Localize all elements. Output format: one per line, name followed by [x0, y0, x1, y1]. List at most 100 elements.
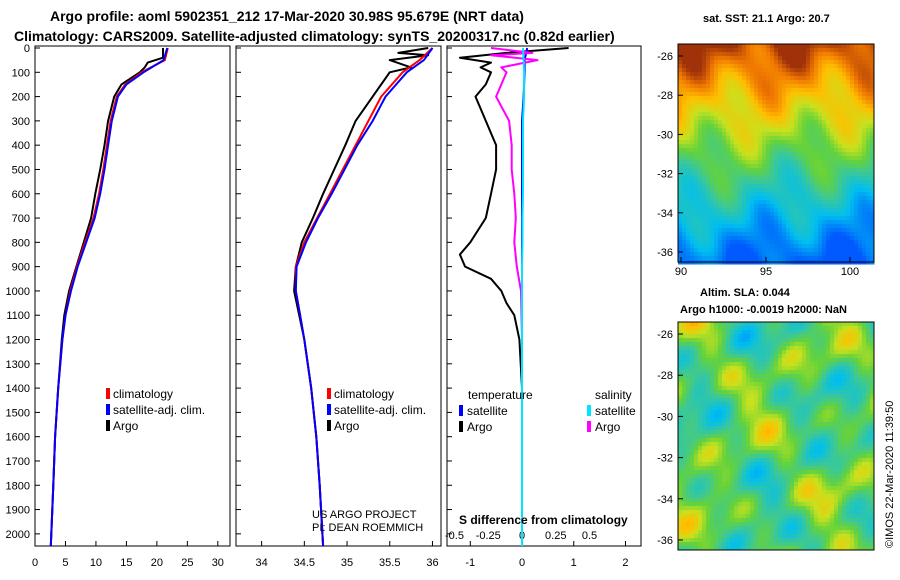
map-cell — [770, 326, 775, 331]
map-cell — [786, 346, 791, 351]
map-cell — [846, 92, 851, 97]
map-cell — [678, 450, 683, 455]
map-cell — [690, 120, 695, 125]
map-cell — [786, 200, 791, 205]
map-cell — [770, 462, 775, 467]
map-cell — [758, 44, 763, 49]
map-cell — [758, 398, 763, 403]
map-cell — [802, 446, 807, 451]
map-cell — [814, 224, 819, 229]
map-cell — [758, 236, 763, 241]
map-cell — [718, 414, 723, 419]
map-cell — [722, 402, 727, 407]
map-cell — [690, 402, 695, 407]
map-cell — [854, 228, 859, 233]
map-cell — [686, 414, 691, 419]
map-cell — [858, 446, 863, 451]
map-cell — [822, 56, 827, 61]
map-cell — [702, 124, 707, 129]
map-cell — [846, 386, 851, 391]
map-cell — [854, 88, 859, 93]
map-cell — [794, 406, 799, 411]
map-cell — [738, 334, 743, 339]
map-cell — [734, 220, 739, 225]
map-cell — [746, 244, 751, 249]
map-cell — [842, 172, 847, 177]
map-cell — [730, 406, 735, 411]
map-cell — [702, 152, 707, 157]
y-tick-label: 800 — [12, 237, 30, 249]
map-cell — [846, 80, 851, 85]
map-cell — [730, 482, 735, 487]
map-cell — [838, 422, 843, 427]
map-cell — [722, 72, 727, 77]
map-cell — [782, 220, 787, 225]
map-cell — [738, 450, 743, 455]
map-cell — [830, 208, 835, 213]
map-cell — [790, 486, 795, 491]
map-cell — [798, 176, 803, 181]
map-cell — [746, 426, 751, 431]
map-cell — [726, 244, 731, 249]
map-cell — [742, 454, 747, 459]
map-cell — [822, 44, 827, 49]
map-cell — [830, 196, 835, 201]
map-cell — [718, 208, 723, 213]
map-cell — [854, 56, 859, 61]
map-cell — [862, 104, 867, 109]
map-cell — [722, 96, 727, 101]
map-cell — [702, 390, 707, 395]
map-cell — [786, 88, 791, 93]
map-cell — [678, 100, 683, 105]
map-cell — [842, 470, 847, 475]
map-cell — [850, 482, 855, 487]
map-cell — [678, 252, 683, 257]
map-cell — [698, 370, 703, 375]
map-cell — [734, 56, 739, 61]
y-tick-label: 1900 — [6, 505, 30, 517]
map-cell — [846, 382, 851, 387]
map-cell — [786, 390, 791, 395]
map-cell — [690, 188, 695, 193]
map-cell — [726, 220, 731, 225]
map-cell — [682, 88, 687, 93]
map-cell — [766, 458, 771, 463]
map-cell — [782, 248, 787, 253]
map-cell — [850, 346, 855, 351]
map-cell — [726, 346, 731, 351]
map-cell — [778, 128, 783, 133]
map-cell — [834, 68, 839, 73]
map-cell — [730, 256, 735, 261]
map-cell — [694, 374, 699, 379]
map-cell — [834, 136, 839, 141]
map-cell — [718, 112, 723, 117]
map-cell — [738, 378, 743, 383]
map-cell — [734, 252, 739, 257]
map-cell — [810, 44, 815, 49]
map-cell — [854, 478, 859, 483]
map-cell — [798, 398, 803, 403]
map-cell — [794, 184, 799, 189]
map-cell — [702, 180, 707, 185]
map-cell — [834, 470, 839, 475]
map-cell — [806, 204, 811, 209]
map-cell — [842, 482, 847, 487]
map-cell — [754, 430, 759, 435]
map-cell — [802, 216, 807, 221]
map-cell — [738, 366, 743, 371]
map-cell — [758, 56, 763, 61]
map-cell — [742, 208, 747, 213]
map-cell — [706, 252, 711, 257]
map-cell — [722, 418, 727, 423]
map-cell — [802, 398, 807, 403]
map-cell — [690, 124, 695, 129]
map-cell — [758, 88, 763, 93]
map-cell — [814, 168, 819, 173]
map-cell — [702, 200, 707, 205]
map-cell — [746, 466, 751, 471]
map-cell — [770, 148, 775, 153]
map-cell — [814, 176, 819, 181]
map-cell — [694, 418, 699, 423]
map-cell — [834, 442, 839, 447]
map-cell — [834, 430, 839, 435]
